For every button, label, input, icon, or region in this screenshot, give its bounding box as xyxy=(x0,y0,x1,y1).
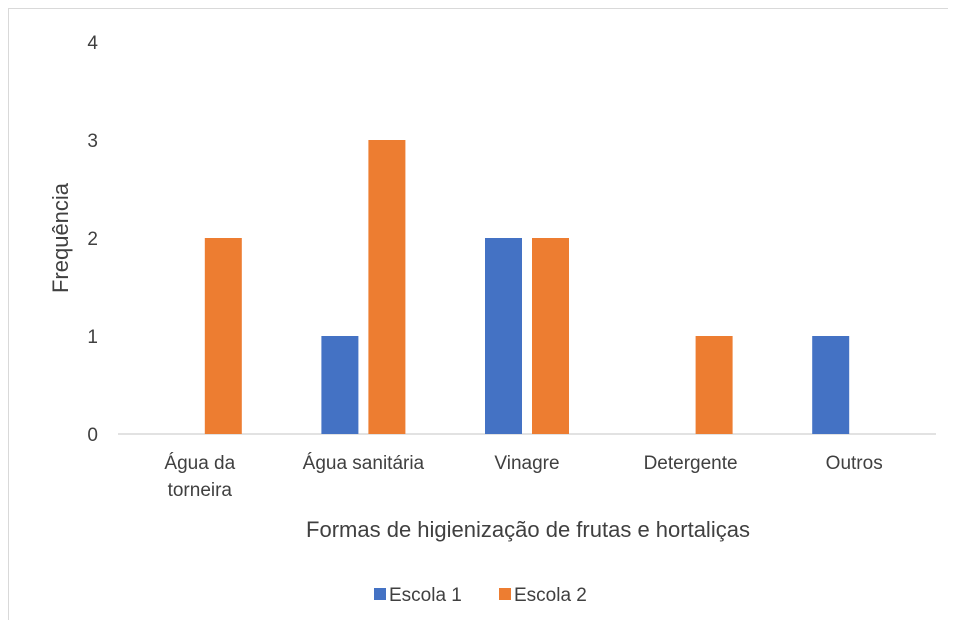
bar-escola-1 xyxy=(321,336,359,434)
bar-escola-1 xyxy=(812,336,850,434)
x-tick-label: Água da xyxy=(164,453,235,474)
x-tick-label: Detergente xyxy=(644,453,738,474)
y-tick-label: 0 xyxy=(87,425,98,446)
legend-swatch xyxy=(499,588,511,600)
x-axis-title: Formas de higienização de frutas e horta… xyxy=(306,517,750,542)
legend-label: Escola 2 xyxy=(514,585,587,606)
y-tick-label: 1 xyxy=(87,327,98,348)
x-tick-label: Outros xyxy=(826,453,883,474)
bar-escola-2 xyxy=(368,140,406,434)
bar-escola-2 xyxy=(204,238,242,434)
x-tick-label: torneira xyxy=(168,480,233,501)
bar-escola-1 xyxy=(485,238,522,434)
x-axis-ticks: Água da torneira Água sanitária Vinagre Dete… xyxy=(164,453,882,501)
y-tick-label: 4 xyxy=(87,33,98,54)
legend-swatch xyxy=(374,588,386,600)
y-axis-ticks: 0 1 2 3 4 xyxy=(87,33,98,446)
y-tick-label: 2 xyxy=(87,229,98,250)
bars xyxy=(204,140,850,434)
y-tick-label: 3 xyxy=(87,131,98,152)
bar-escola-2 xyxy=(532,238,569,434)
legend: Escola 1 Escola 2 xyxy=(374,585,587,606)
chart-frame xyxy=(8,8,948,620)
x-tick-label: Vinagre xyxy=(494,453,559,474)
y-axis-title: Frequência xyxy=(48,182,73,293)
legend-label: Escola 1 xyxy=(389,585,462,606)
x-tick-label: Água sanitária xyxy=(303,453,425,474)
bar-escola-2 xyxy=(695,336,733,434)
